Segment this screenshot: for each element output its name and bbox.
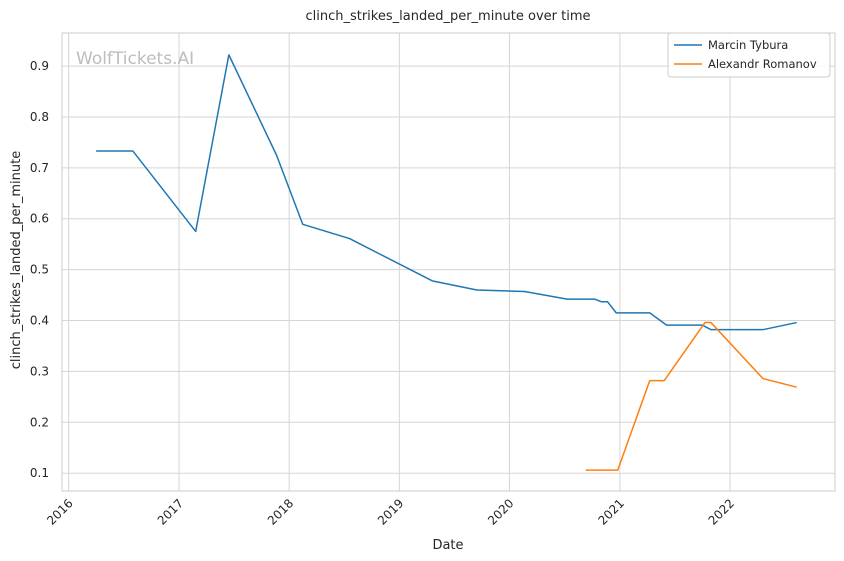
y-tick-label: 0.9 <box>30 59 49 73</box>
x-tick-label: 2021 <box>595 496 626 527</box>
plot-frame <box>61 32 836 492</box>
legend: Marcin Tybura Alexandr Romanov <box>667 32 831 78</box>
chart-title: clinch_strikes_landed_per_minute over ti… <box>305 9 590 24</box>
x-tick-label: 2019 <box>375 496 406 527</box>
y-tick-label: 0.1 <box>30 466 49 480</box>
grid <box>62 33 835 491</box>
y-tick-label: 0.6 <box>30 212 49 226</box>
series-line-alexandr-romanov <box>585 321 797 471</box>
x-tick-label: 2017 <box>155 496 186 527</box>
y-tick-labels: 0.1 0.2 0.3 0.4 0.5 0.6 0.7 0.8 0.9 <box>30 59 49 480</box>
x-axis-label: Date <box>432 538 463 553</box>
series-layer <box>96 54 797 471</box>
y-axis-label: clinch_strikes_landed_per_minute <box>9 151 24 369</box>
legend-box <box>667 32 831 78</box>
series-line-marcin-tybura <box>96 54 797 331</box>
legend-label-alexandr-romanov: Alexandr Romanov <box>708 57 817 71</box>
y-tick-label: 0.7 <box>30 161 49 175</box>
y-tick-label: 0.5 <box>30 263 49 277</box>
x-tick-label: 2022 <box>706 496 737 527</box>
y-tick-label: 0.3 <box>30 364 49 378</box>
legend-label-marcin-tybura: Marcin Tybura <box>708 38 788 52</box>
y-tick-label: 0.2 <box>30 415 49 429</box>
y-tick-label: 0.8 <box>30 110 49 124</box>
x-tick-label: 2018 <box>265 496 296 527</box>
watermark: WolfTickets.AI <box>76 49 194 69</box>
x-tick-labels: 2016 2017 2018 2019 2020 2021 2022 <box>44 496 737 527</box>
x-tick-label: 2016 <box>44 496 75 527</box>
y-tick-label: 0.4 <box>30 314 49 328</box>
x-tick-label: 2020 <box>485 496 516 527</box>
